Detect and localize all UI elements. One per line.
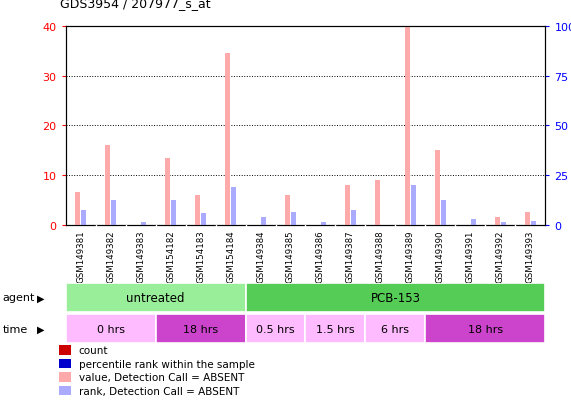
Text: GSM154184: GSM154184	[226, 230, 235, 282]
Text: rank, Detection Call = ABSENT: rank, Detection Call = ABSENT	[79, 386, 239, 396]
Text: GSM149390: GSM149390	[436, 230, 445, 282]
Text: GSM149387: GSM149387	[346, 230, 355, 282]
Text: GSM149388: GSM149388	[376, 230, 385, 282]
Text: ▶: ▶	[37, 293, 45, 303]
Bar	[425, 314, 545, 344]
Bar	[81, 210, 86, 225]
Text: GSM149391: GSM149391	[466, 230, 475, 282]
Bar	[155, 314, 246, 344]
Bar	[59, 359, 71, 368]
Bar	[305, 314, 365, 344]
Bar	[530, 221, 536, 225]
Text: GSM149389: GSM149389	[406, 230, 415, 282]
Bar	[66, 314, 155, 344]
Text: GSM149383: GSM149383	[136, 230, 145, 282]
Text: GSM149382: GSM149382	[106, 230, 115, 282]
Text: GSM149385: GSM149385	[286, 230, 295, 282]
Text: 18 hrs: 18 hrs	[183, 324, 218, 334]
Bar	[59, 373, 71, 382]
Bar	[365, 314, 425, 344]
Text: 0.5 hrs: 0.5 hrs	[256, 324, 295, 334]
Text: value, Detection Call = ABSENT: value, Detection Call = ABSENT	[79, 372, 244, 382]
Text: PCB-153: PCB-153	[371, 291, 420, 304]
Bar	[405, 27, 410, 225]
Bar	[494, 218, 500, 225]
Text: ▶: ▶	[37, 324, 45, 334]
Bar	[525, 213, 530, 225]
Bar	[285, 195, 290, 225]
Bar	[291, 212, 296, 225]
Bar	[195, 195, 200, 225]
Bar	[321, 222, 326, 225]
Bar	[171, 200, 176, 225]
Bar	[231, 188, 236, 225]
Bar	[111, 200, 116, 225]
Text: GSM154183: GSM154183	[196, 230, 205, 282]
Bar	[225, 54, 230, 225]
Bar	[165, 158, 170, 225]
Bar	[351, 210, 356, 225]
Text: GDS3954 / 207977_s_at: GDS3954 / 207977_s_at	[60, 0, 211, 10]
Bar	[261, 217, 266, 225]
Bar	[59, 386, 71, 395]
Bar	[66, 283, 246, 313]
Text: 6 hrs: 6 hrs	[381, 324, 409, 334]
Bar	[246, 283, 545, 313]
Bar	[141, 222, 146, 225]
Text: percentile rank within the sample: percentile rank within the sample	[79, 359, 255, 369]
Text: agent: agent	[3, 293, 35, 303]
Text: time: time	[3, 324, 28, 334]
Bar	[201, 213, 206, 225]
Bar	[345, 185, 350, 225]
Bar	[435, 151, 440, 225]
Text: GSM149381: GSM149381	[76, 230, 85, 282]
Text: 18 hrs: 18 hrs	[468, 324, 503, 334]
Bar	[471, 219, 476, 225]
Bar	[75, 193, 81, 225]
Bar	[105, 146, 110, 225]
Text: GSM149393: GSM149393	[526, 230, 535, 282]
Text: GSM149386: GSM149386	[316, 230, 325, 282]
Text: GSM149392: GSM149392	[496, 230, 505, 282]
Bar	[441, 200, 446, 225]
Bar	[59, 346, 71, 355]
Bar	[411, 185, 416, 225]
Text: untreated: untreated	[126, 291, 185, 304]
Text: 1.5 hrs: 1.5 hrs	[316, 324, 355, 334]
Text: GSM149384: GSM149384	[256, 230, 265, 282]
Bar	[501, 222, 506, 225]
Text: count: count	[79, 345, 108, 355]
Bar	[246, 314, 305, 344]
Bar	[375, 180, 380, 225]
Text: GSM154182: GSM154182	[166, 230, 175, 282]
Text: 0 hrs: 0 hrs	[96, 324, 124, 334]
